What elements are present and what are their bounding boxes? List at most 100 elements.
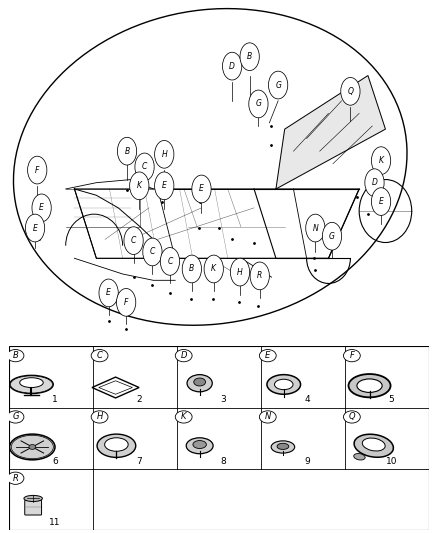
Circle shape [117,288,136,316]
Text: K: K [211,264,216,273]
Circle shape [250,262,269,290]
Text: G: G [275,80,281,90]
Text: B: B [247,52,252,61]
Text: E: E [199,184,204,193]
Circle shape [91,350,108,362]
Circle shape [117,138,137,165]
Circle shape [32,194,51,222]
Circle shape [25,214,45,242]
Text: N: N [312,223,318,232]
Circle shape [175,411,192,423]
Ellipse shape [362,438,385,451]
Ellipse shape [186,438,213,454]
Text: 1: 1 [52,395,58,404]
Circle shape [155,172,174,200]
Text: R: R [13,474,18,483]
Text: D: D [371,178,378,187]
Ellipse shape [10,375,53,394]
Text: 4: 4 [304,395,310,404]
Circle shape [306,214,325,242]
Text: H: H [96,413,102,422]
Circle shape [130,172,149,200]
Ellipse shape [10,434,55,460]
Text: 6: 6 [52,457,58,465]
Text: H: H [237,268,243,277]
Circle shape [204,255,223,283]
Circle shape [7,411,24,423]
Ellipse shape [354,434,393,457]
Ellipse shape [193,441,206,448]
Circle shape [371,147,391,174]
Text: 2: 2 [136,395,142,404]
Text: Q: Q [349,413,355,422]
Text: E: E [32,223,38,232]
Ellipse shape [275,379,293,390]
Circle shape [182,255,201,283]
Circle shape [99,279,118,307]
Circle shape [143,238,162,266]
Text: H: H [161,150,167,159]
Circle shape [230,259,250,286]
Text: Q: Q [347,87,353,96]
Text: K: K [137,181,142,190]
Text: F: F [124,298,128,307]
Ellipse shape [24,495,42,502]
Text: E: E [106,288,111,297]
Circle shape [371,188,391,215]
Text: F: F [350,351,354,360]
Text: 3: 3 [220,395,226,404]
Circle shape [240,43,259,70]
Circle shape [341,77,360,105]
Ellipse shape [20,378,43,387]
Text: 9: 9 [304,457,310,465]
Circle shape [259,350,276,362]
Text: E: E [378,197,384,206]
Text: 8: 8 [220,457,226,465]
Text: B: B [124,147,130,156]
Text: G: G [12,413,19,422]
Polygon shape [276,76,385,189]
Text: C: C [167,257,173,266]
Circle shape [7,350,24,362]
Circle shape [28,156,47,184]
Ellipse shape [194,378,205,386]
Text: K: K [181,413,187,422]
Ellipse shape [105,438,128,451]
Circle shape [160,247,180,275]
Circle shape [259,411,276,423]
Text: 7: 7 [136,457,142,465]
Ellipse shape [354,454,365,460]
Circle shape [124,227,143,254]
Text: E: E [265,351,270,360]
Circle shape [192,175,211,203]
Text: C: C [97,351,102,360]
Text: K: K [378,156,384,165]
Circle shape [343,411,360,423]
Circle shape [91,411,108,423]
Text: C: C [150,247,155,256]
Text: E: E [162,181,167,190]
Text: D: D [180,351,187,360]
Circle shape [223,52,242,80]
Text: B: B [189,264,194,273]
Circle shape [322,222,342,250]
Text: C: C [131,236,136,245]
Text: G: G [329,232,335,241]
Text: 11: 11 [49,518,61,527]
Ellipse shape [187,375,212,392]
Circle shape [343,350,360,362]
Circle shape [365,169,384,197]
Text: 5: 5 [389,395,394,404]
Ellipse shape [349,374,391,397]
Circle shape [7,472,24,484]
Circle shape [29,445,35,449]
Text: C: C [142,163,147,172]
Ellipse shape [97,434,136,457]
Circle shape [135,153,154,181]
Text: R: R [257,271,262,280]
Circle shape [268,71,288,99]
Ellipse shape [267,375,300,394]
FancyBboxPatch shape [25,500,42,515]
Circle shape [249,90,268,118]
Text: D: D [229,62,235,71]
